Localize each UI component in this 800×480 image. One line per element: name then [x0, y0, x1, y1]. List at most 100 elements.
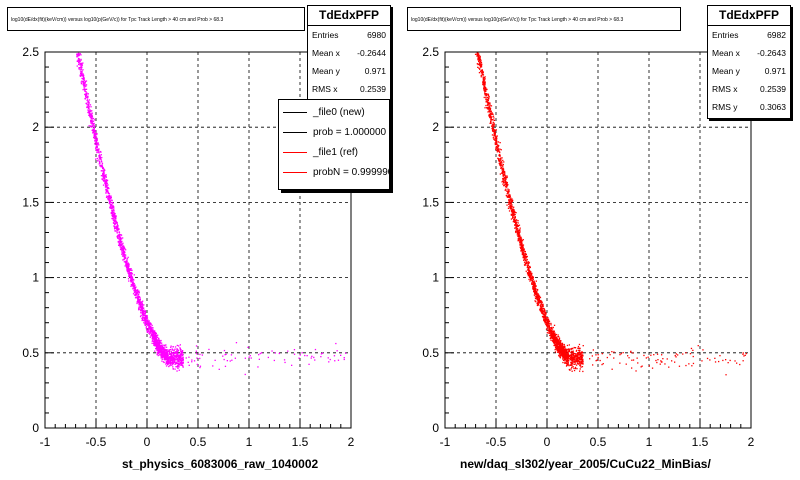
data-point: [556, 346, 559, 348]
data-point: [176, 351, 178, 353]
data-point: [90, 120, 93, 122]
data-point: [508, 201, 510, 203]
data-point: [81, 63, 83, 65]
data-point: [113, 217, 116, 219]
data-point: [88, 108, 90, 110]
data-point: [119, 246, 121, 248]
data-point: [692, 362, 695, 365]
data-point: [573, 357, 575, 359]
data-point: [94, 130, 97, 132]
data-point: [138, 290, 140, 292]
data-point: [100, 154, 102, 156]
data-point: [554, 337, 556, 339]
left-plot-title: log10(dE/dx(fit)(keV/cm)) versus log10(p…: [7, 7, 305, 31]
data-point: [482, 71, 484, 73]
data-point: [181, 350, 183, 352]
data-point: [144, 317, 147, 319]
data-point: [118, 244, 120, 246]
data-point: [534, 294, 536, 296]
data-point: [165, 349, 167, 351]
data-point: [573, 346, 575, 349]
data-point: [106, 186, 108, 188]
data-point: [589, 358, 591, 360]
data-point: [480, 66, 483, 68]
data-point: [567, 362, 569, 364]
data-point: [514, 216, 516, 219]
data-point: [258, 354, 260, 356]
data-point: [512, 221, 514, 223]
data-point: [692, 349, 694, 351]
data-point: [116, 225, 118, 227]
stats-row: RMS y 0.3063: [712, 102, 786, 112]
data-point: [93, 133, 95, 136]
data-point: [170, 356, 172, 358]
data-point: [116, 229, 118, 231]
data-point: [113, 215, 115, 217]
data-point: [573, 363, 575, 365]
data-point: [92, 129, 94, 132]
data-point: [98, 155, 100, 157]
data-point: [78, 53, 81, 55]
data-point: [151, 332, 153, 334]
data-point: [93, 122, 95, 125]
data-point: [520, 236, 522, 238]
data-point: [534, 296, 537, 298]
data-point: [558, 355, 560, 357]
data-point: [487, 99, 489, 102]
data-point: [173, 358, 175, 360]
data-point: [95, 139, 97, 141]
data-point: [489, 116, 491, 119]
data-point: [127, 266, 129, 268]
data-point: [524, 250, 526, 253]
data-point: [159, 340, 162, 342]
data-point: [121, 251, 123, 253]
data-point: [540, 300, 543, 302]
data-point: [562, 350, 564, 352]
data-point: [490, 120, 492, 122]
data-point: [565, 355, 567, 357]
data-point: [117, 237, 119, 239]
data-point: [524, 253, 526, 255]
data-point: [504, 174, 506, 176]
data-point: [503, 185, 505, 187]
data-point: [121, 255, 124, 257]
data-point: [570, 355, 572, 357]
data-point: [258, 358, 260, 360]
data-point: [168, 356, 170, 358]
data-point: [580, 357, 583, 359]
data-point: [526, 262, 528, 264]
stats-row: Mean x -0.2643: [712, 48, 786, 58]
data-point: [150, 333, 153, 335]
data-point: [578, 347, 580, 349]
data-point: [570, 364, 572, 366]
data-point: [95, 149, 97, 151]
data-point: [138, 299, 140, 301]
data-point: [521, 245, 523, 247]
data-point: [574, 354, 577, 357]
data-point: [481, 69, 483, 71]
data-point: [175, 359, 177, 361]
data-point: [115, 215, 117, 218]
data-point: [553, 334, 555, 336]
data-point: [523, 253, 525, 255]
data-point: [96, 146, 98, 148]
data-point: [702, 349, 704, 351]
data-point: [566, 354, 568, 356]
data-point: [96, 143, 98, 145]
data-point: [111, 209, 113, 212]
data-point: [85, 80, 88, 82]
data-point: [174, 353, 176, 355]
data-point: [127, 264, 129, 266]
data-point: [517, 229, 519, 231]
data-point: [709, 359, 711, 361]
data-point: [525, 262, 527, 265]
data-point: [529, 278, 532, 280]
data-point: [314, 359, 316, 361]
data-point: [167, 357, 170, 359]
data-point: [139, 306, 142, 309]
data-point: [143, 320, 145, 322]
data-point: [551, 333, 553, 335]
data-point: [84, 87, 86, 89]
data-point: [177, 351, 179, 353]
data-point: [560, 345, 562, 347]
